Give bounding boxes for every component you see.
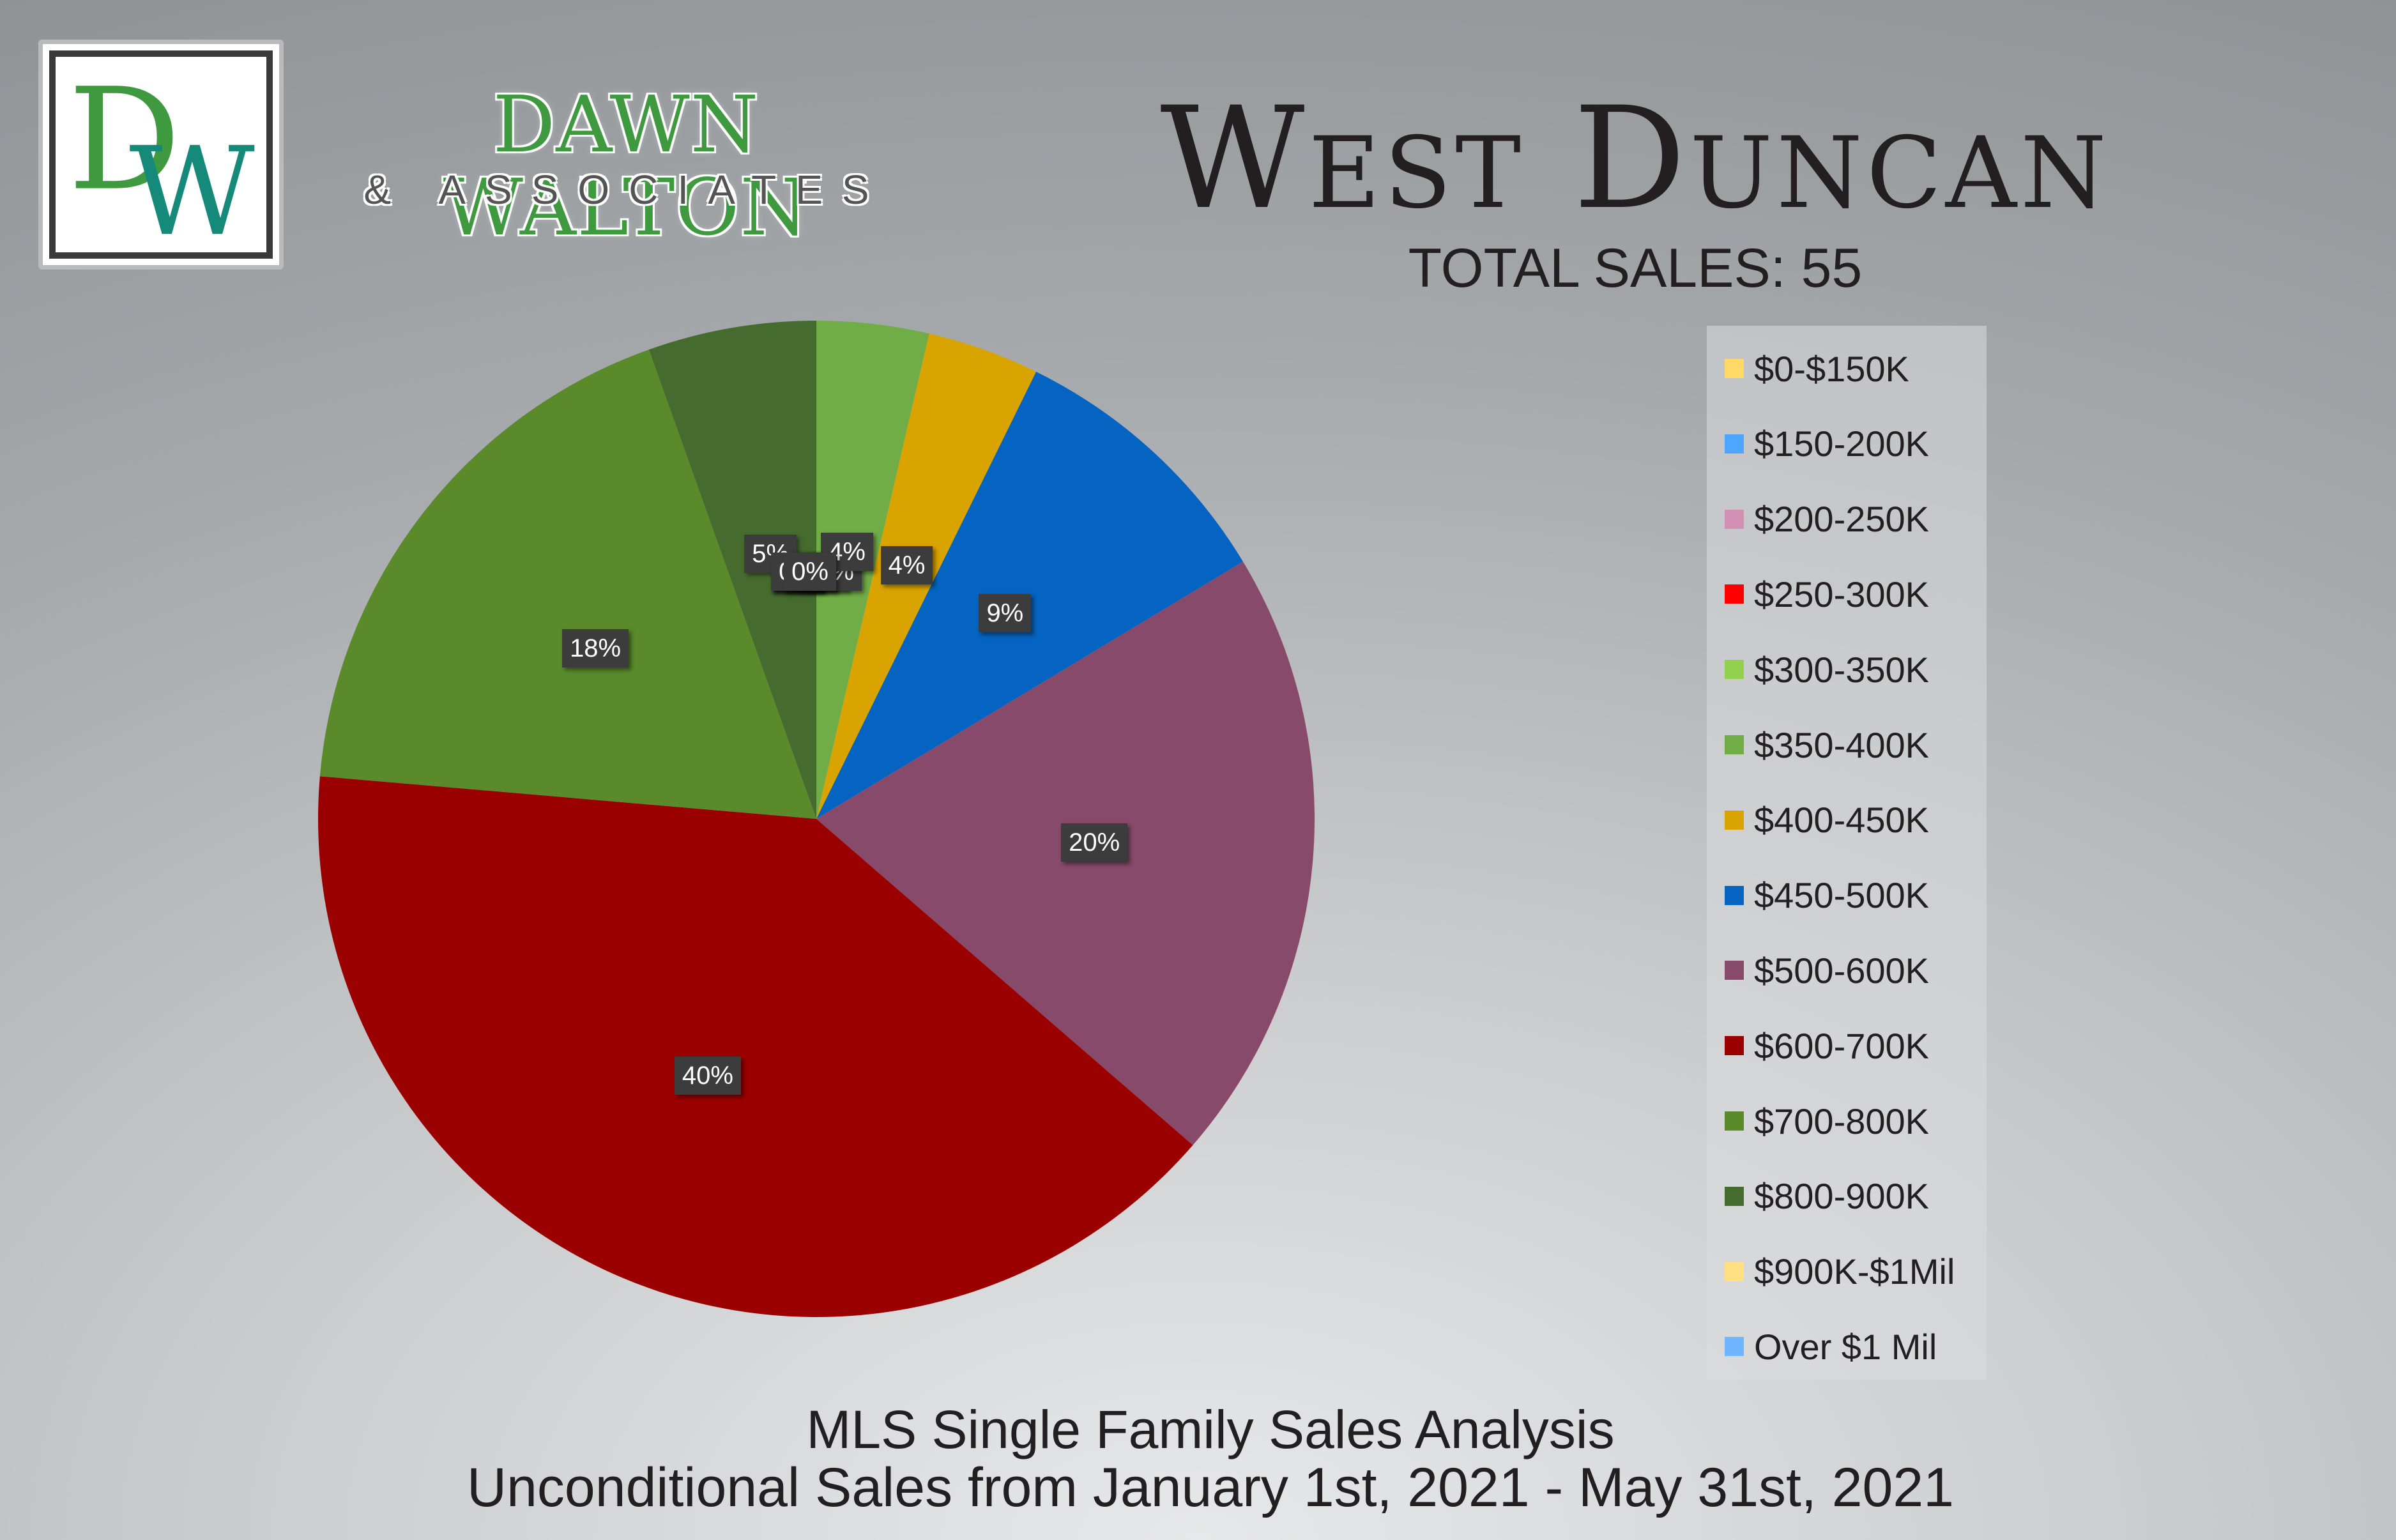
legend-label: $300-350K <box>1754 649 1930 690</box>
logo-box: D W <box>38 40 284 270</box>
legend-label: $600-700K <box>1754 1025 1930 1066</box>
legend-item-600-700k: $600-700K <box>1725 1017 1929 1074</box>
slice-label-over-1-mil: 0% <box>784 553 836 591</box>
legend-swatch <box>1725 1111 1744 1131</box>
pie-slice-800-900k <box>648 321 816 819</box>
dw-monogram-logo: D W <box>68 58 256 252</box>
legend-item-400-450k: $400-450K <box>1725 791 1929 849</box>
slice-label-600-700k: 40% <box>674 1056 741 1095</box>
legend-swatch <box>1725 584 1744 604</box>
legend-item-0-150k: $0-$150K <box>1725 340 1909 397</box>
pie-slice-700-800k <box>319 349 817 819</box>
legend-label: $500-600K <box>1754 950 1930 991</box>
legend-item-over-1-mil: Over $1 Mil <box>1725 1318 1937 1375</box>
legend-swatch <box>1725 735 1744 754</box>
legend-swatch <box>1725 660 1744 680</box>
slice-label-500-600k: 20% <box>1061 823 1128 862</box>
legend-item-450-500k: $450-500K <box>1725 867 1929 924</box>
legend-label: $350-400K <box>1754 724 1930 765</box>
brand-name: DAWN WALTON <box>443 79 809 253</box>
legend-label: $200-250K <box>1754 499 1930 540</box>
total-sales: TOTAL SALES: 55 <box>1408 238 1863 299</box>
legend-label: $0-$150K <box>1754 348 1909 389</box>
legend-swatch <box>1725 1337 1744 1357</box>
legend-label: $800-900K <box>1754 1176 1930 1217</box>
legend-item-300-350k: $300-350K <box>1725 641 1929 698</box>
slice-label-450-500k: 9% <box>979 594 1032 633</box>
slice-label-700-800k: 18% <box>562 629 629 668</box>
legend-swatch <box>1725 810 1744 830</box>
legend-item-500-600k: $500-600K <box>1725 942 1929 999</box>
legend-swatch <box>1725 359 1744 378</box>
chart-legend: $0-$150K $150-200K $200-250K $250-300K $300-… <box>1707 326 1987 1380</box>
caption-date-range: Unconditional Sales from January 1st, 20… <box>466 1457 1955 1518</box>
slice-label-400-450k: 4% <box>880 546 933 585</box>
legend-item-800-900k: $800-900K <box>1725 1168 1929 1225</box>
legend-swatch <box>1725 1262 1744 1281</box>
legend-label: Over $1 Mil <box>1754 1326 1937 1367</box>
legend-item-900k-1mil: $900K-$1Mil <box>1725 1243 1955 1300</box>
legend-item-150-200k: $150-200K <box>1725 415 1929 473</box>
legend-swatch <box>1725 1036 1744 1056</box>
svg-text:W: W <box>129 121 255 252</box>
brand-subtitle: & ASSOCIATES <box>363 167 889 213</box>
legend-swatch <box>1725 961 1744 980</box>
legend-swatch <box>1725 509 1744 529</box>
legend-item-250-300k: $250-300K <box>1725 565 1929 623</box>
caption-title: MLS Single Family Sales Analysis <box>806 1399 1615 1460</box>
legend-item-350-400k: $350-400K <box>1725 716 1929 774</box>
legend-label: $150-200K <box>1754 423 1930 464</box>
legend-label: $900K-$1Mil <box>1754 1251 1955 1292</box>
legend-label: $400-450K <box>1754 800 1930 841</box>
legend-item-700-800k: $700-800K <box>1725 1092 1929 1150</box>
page-title: West Duncan <box>1160 77 2110 240</box>
legend-label: $700-800K <box>1754 1101 1930 1141</box>
pie-slice-600-700k <box>318 776 1193 1317</box>
legend-label: $450-500K <box>1754 875 1930 916</box>
legend-item-200-250k: $200-250K <box>1725 491 1929 548</box>
logo-frame: D W <box>49 50 273 259</box>
svg-text:D: D <box>68 58 181 222</box>
legend-swatch <box>1725 885 1744 905</box>
legend-swatch <box>1725 434 1744 454</box>
legend-label: $250-300K <box>1754 574 1930 614</box>
legend-swatch <box>1725 1186 1744 1206</box>
